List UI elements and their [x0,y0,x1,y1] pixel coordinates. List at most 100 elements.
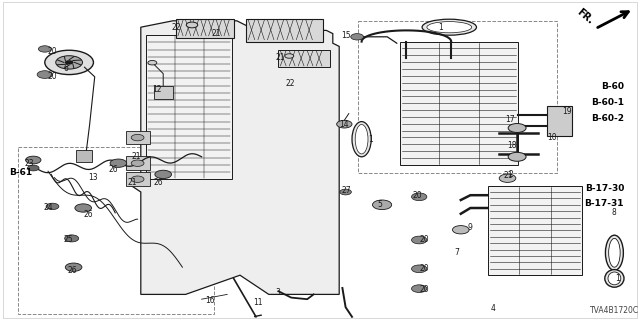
Text: 21: 21 [131,152,141,161]
Text: 24: 24 [44,204,53,212]
Text: B-60: B-60 [601,82,624,91]
Ellipse shape [186,22,198,28]
Ellipse shape [148,60,157,65]
Circle shape [26,156,41,164]
Bar [126,131,150,144]
Circle shape [131,160,144,166]
Ellipse shape [427,21,472,33]
Text: 5: 5 [378,200,383,209]
Circle shape [499,174,516,182]
Circle shape [412,285,427,292]
Circle shape [45,50,93,75]
Bar [278,50,330,67]
Circle shape [38,46,51,52]
Text: B-60-1: B-60-1 [591,98,624,107]
Bar [176,19,234,38]
Bar [488,186,582,275]
Text: 26: 26 [109,165,118,174]
Text: 20: 20 [413,191,422,200]
Text: 17: 17 [506,116,515,124]
Text: 13: 13 [88,173,98,182]
Text: FR.: FR. [575,7,595,26]
Text: 3: 3 [275,288,280,297]
Text: 27: 27 [341,186,351,195]
Circle shape [46,203,59,210]
Circle shape [131,176,144,182]
Text: 21: 21 [128,178,138,187]
Circle shape [131,134,144,141]
Bar [146,35,232,179]
Bar [126,172,150,186]
Ellipse shape [352,122,371,157]
Text: 22: 22 [285,79,295,88]
Text: 11: 11 [253,298,262,307]
Circle shape [75,204,92,212]
Text: 18: 18 [508,141,517,150]
Bar [246,19,323,42]
Text: 25: 25 [64,236,74,244]
Text: 15: 15 [341,31,351,40]
Ellipse shape [285,54,294,58]
Text: 19: 19 [562,108,572,116]
Text: 20: 20 [419,264,429,273]
Text: 21: 21 [503,171,513,180]
Ellipse shape [422,19,476,35]
Text: 16: 16 [205,296,214,305]
Text: 1: 1 [616,274,620,283]
Text: 1: 1 [438,23,443,32]
Ellipse shape [605,269,624,287]
Text: 12: 12 [152,85,162,94]
Text: B-17-30: B-17-30 [584,184,624,193]
Text: 21: 21 [211,29,221,38]
Text: B-17-31: B-17-31 [584,199,624,208]
Circle shape [155,170,172,179]
Text: 9: 9 [467,223,472,232]
Text: B-61: B-61 [9,168,32,177]
Ellipse shape [608,272,621,285]
Circle shape [37,71,52,78]
Bar [18,147,214,314]
Text: 10: 10 [547,133,557,142]
Circle shape [452,226,469,234]
Text: TVA4B1720C: TVA4B1720C [589,306,639,315]
Circle shape [508,152,526,161]
Circle shape [337,120,352,128]
Text: 20: 20 [419,285,429,294]
Circle shape [340,189,351,195]
Bar [400,42,518,165]
Bar [126,156,150,170]
Bar [547,106,572,136]
Text: 1: 1 [368,135,372,144]
Text: 4: 4 [490,304,495,313]
Polygon shape [131,21,339,294]
Bar [76,150,92,162]
Text: 8: 8 [611,208,616,217]
Text: 23: 23 [24,159,34,168]
Text: 20: 20 [419,236,429,244]
Text: 2: 2 [509,170,513,179]
Text: 26: 26 [83,210,93,219]
Bar [358,21,557,173]
Ellipse shape [605,235,623,270]
Circle shape [412,193,427,201]
Text: 20: 20 [48,72,58,81]
Text: 22: 22 [172,23,181,32]
Circle shape [110,159,127,167]
Circle shape [65,235,79,242]
Text: 6: 6 [64,64,69,73]
Ellipse shape [609,238,620,267]
Bar [154,86,173,99]
Text: 7: 7 [454,248,460,257]
Circle shape [372,200,392,210]
Circle shape [412,236,427,244]
Circle shape [412,265,427,273]
Circle shape [28,165,39,171]
Circle shape [508,124,526,132]
Text: 21: 21 [275,53,285,62]
Circle shape [65,263,82,271]
Text: 26: 26 [67,266,77,275]
Text: 26: 26 [154,178,163,187]
Circle shape [56,56,83,69]
Circle shape [65,60,74,65]
Text: 20: 20 [48,47,58,56]
